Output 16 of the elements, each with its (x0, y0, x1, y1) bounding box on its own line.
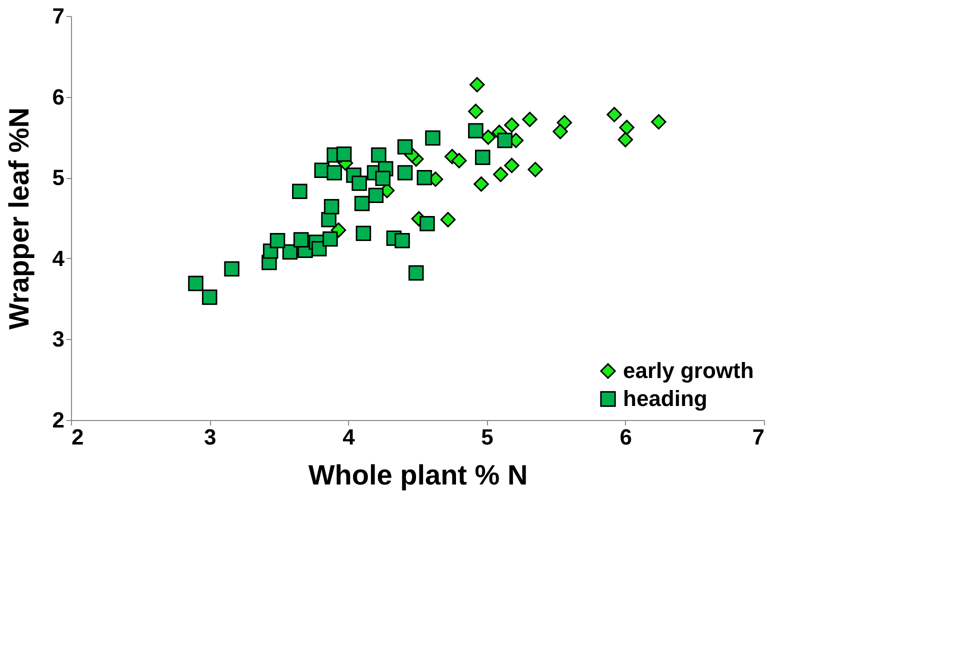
y-tick-label: 5 (52, 165, 64, 190)
legend-label: heading (623, 386, 708, 411)
x-tick-label: 7 (752, 424, 764, 450)
y-tick-label: 3 (52, 326, 64, 352)
y-tick-label: 7 (52, 4, 64, 28)
y-tick-label: 4 (52, 246, 66, 271)
x-tick-label: 6 (620, 424, 632, 450)
y-tick-label: 6 (52, 84, 64, 110)
x-tick-label: 2 (72, 424, 84, 450)
y-tick-label: 2 (52, 408, 64, 432)
legend-label: early growth (623, 358, 754, 383)
x-axis-title: Whole plant % N (308, 460, 528, 490)
x-tick-label: 3 (204, 424, 216, 450)
x-tick-label: 4 (342, 424, 356, 450)
y-axis-title: Wrapper leaf %N (3, 108, 34, 330)
x-tick-label: 5 (481, 424, 494, 450)
